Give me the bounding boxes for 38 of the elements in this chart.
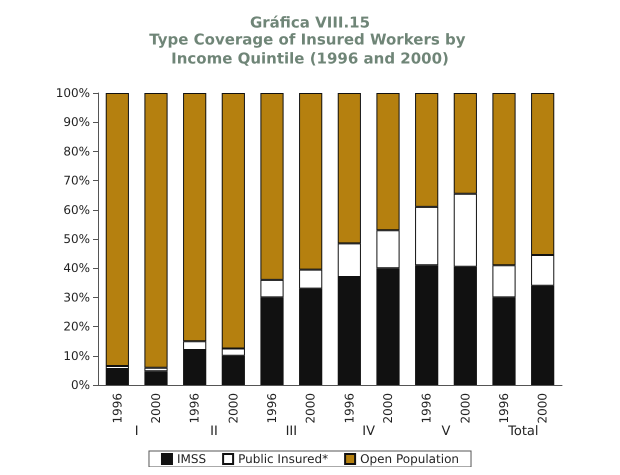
y-tick-label: 80%	[63, 144, 90, 158]
x-tick-label: 1996	[342, 393, 356, 424]
x-tick-label: 2000	[458, 393, 472, 424]
y-tick-label: 20%	[63, 320, 90, 334]
bar	[144, 93, 168, 368]
text: II	[210, 424, 218, 439]
y-tick-label: 90%	[63, 115, 90, 130]
x-tick-label: 2000	[381, 393, 395, 424]
x-tick-label: 1996	[497, 393, 511, 424]
y-tick-label: 30%	[63, 290, 90, 304]
chart-subtitle: Type Coverage of Insured Workers by Income Quintile (1996 and 2000)	[149, 30, 471, 68]
text: IV	[362, 424, 376, 439]
chart-title: Gráfica VIII.15	[250, 14, 370, 32]
x-tick-label: 2000	[304, 393, 318, 424]
text: V	[442, 424, 451, 439]
text: I	[134, 424, 139, 439]
legend-label: IMSS	[176, 452, 206, 466]
legend-label: Public Insured*	[238, 452, 328, 466]
x-tick-label: 2000	[149, 393, 163, 424]
legend-label: Open Population	[360, 452, 460, 466]
x-tick-label: 1996	[265, 393, 279, 424]
y-tick-label: 70%	[63, 174, 90, 188]
x-tick-label: 1996	[420, 393, 434, 424]
y-tick-label: 50%	[63, 232, 90, 246]
text: III	[286, 424, 298, 439]
x-tick-label: 1996	[188, 393, 202, 424]
y-tick-label: 10%	[63, 348, 90, 363]
bar	[144, 371, 168, 385]
bar	[106, 368, 129, 385]
y-tick-label: 40%	[63, 261, 90, 276]
text: Total	[507, 424, 539, 439]
x-tick-label: 1996	[110, 393, 124, 424]
y-tick-label: 100%	[56, 86, 90, 100]
y-tick-label: 60%	[63, 202, 90, 217]
bar	[106, 93, 129, 366]
x-tick-label: 2000	[226, 393, 240, 424]
y-tick-label: 0%	[70, 378, 90, 392]
x-tick-label: 2000	[536, 393, 550, 424]
